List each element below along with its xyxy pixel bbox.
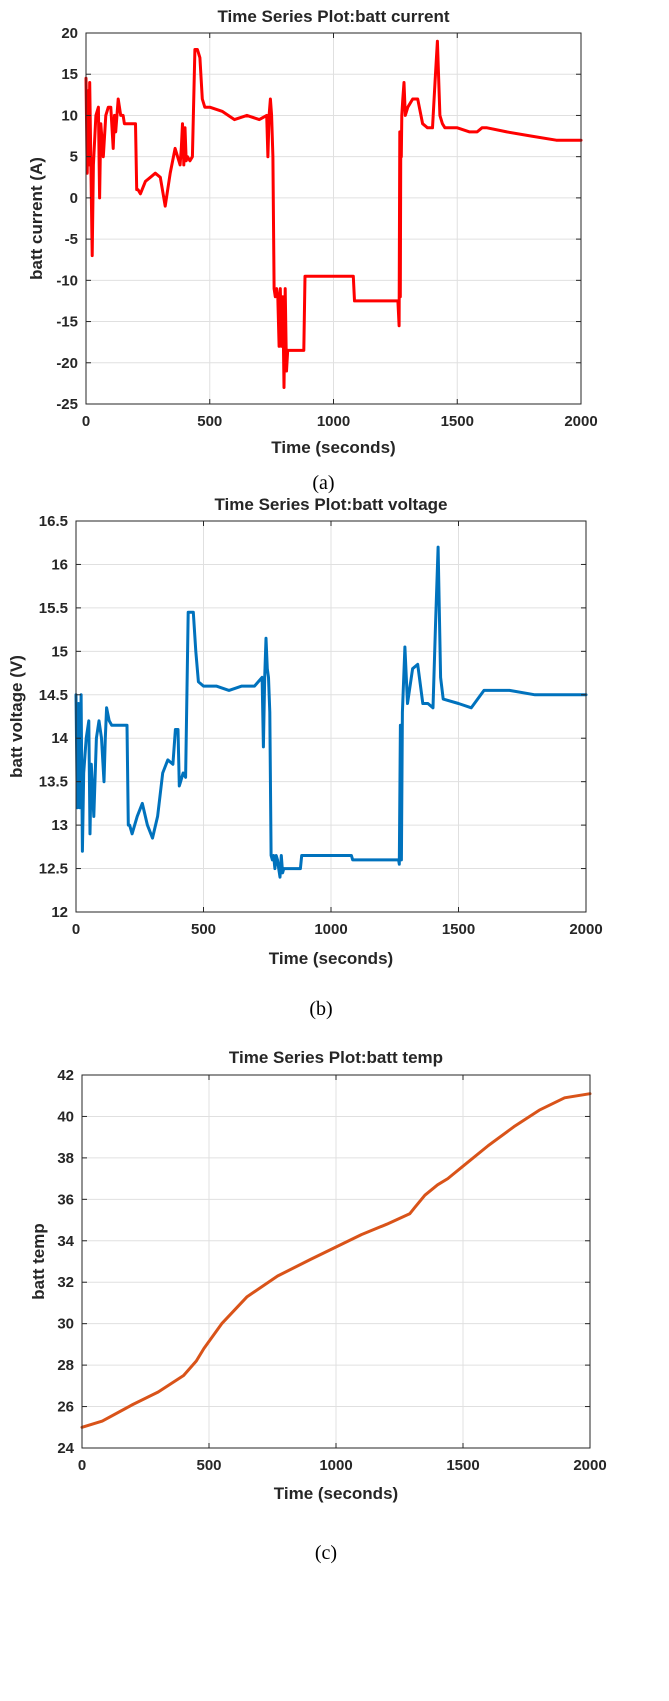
y-tick-label: 20 (61, 25, 78, 42)
y-axis-label: batt voltage (V) (7, 655, 26, 778)
voltage-chart-panel: 0 500 1000 1500 2000 12 12.5 13 13.5 14 14.5 15 15.5… (7, 495, 603, 1020)
x-tick-label: 2000 (569, 921, 602, 938)
x-tick-label: 0 (72, 921, 80, 938)
x-tick-label: 0 (78, 1457, 86, 1474)
x-tick-label: 500 (196, 1457, 221, 1474)
x-tick-label: 1000 (314, 921, 347, 938)
y-tick-label: -20 (56, 355, 78, 372)
y-tick-label: 40 (57, 1108, 74, 1125)
chart-title: Time Series Plot:batt current (217, 7, 449, 26)
y-tick-label: 30 (57, 1316, 74, 1333)
chart-title: Time Series Plot:batt voltage (214, 495, 447, 514)
panel-caption: (b) (309, 998, 332, 1020)
y-tick-label: 13.5 (39, 774, 68, 791)
y-tick-label: -15 (56, 314, 78, 331)
series-group (80, 1092, 592, 1429)
y-tick-label: 34 (57, 1233, 74, 1250)
chart-title: Time Series Plot:batt temp (229, 1048, 443, 1067)
x-tick-label: 1000 (317, 413, 350, 430)
x-tick-label: 1000 (319, 1457, 352, 1474)
ticks-group: 0 500 1000 1500 2000 -25 -20 -15 -10 -5 0 5 10 15 20 (56, 25, 597, 430)
y-tick-label: 15 (61, 66, 78, 83)
series-group (84, 39, 583, 389)
y-tick-label: 16.5 (39, 513, 68, 530)
x-tick-label: 2000 (573, 1457, 606, 1474)
x-axis-label: Time (seconds) (269, 949, 393, 968)
y-tick-label: -25 (56, 396, 78, 413)
x-tick-label: 1500 (442, 921, 475, 938)
series-line (80, 1092, 592, 1429)
y-tick-label: 42 (57, 1067, 74, 1084)
x-axis-label: Time (seconds) (274, 1484, 398, 1503)
y-tick-label: 36 (57, 1191, 74, 1208)
grid-lines (86, 33, 581, 404)
y-tick-label: 16 (51, 556, 68, 573)
x-tick-label: 1500 (441, 413, 474, 430)
x-tick-label: 1500 (446, 1457, 479, 1474)
x-tick-label: 500 (191, 921, 216, 938)
y-tick-label: 15.5 (39, 600, 68, 617)
ticks-group: 0 500 1000 1500 2000 24 26 28 30 32 34 36 38 40 42 (57, 1067, 606, 1474)
temp-chart-panel: 0 500 1000 1500 2000 24 26 28 30 32 34 36 38 40 42 Tim… (29, 1048, 607, 1564)
y-axis-label: batt temp (29, 1223, 48, 1300)
x-axis-label: Time (seconds) (271, 438, 395, 457)
current-chart-panel: 0 500 1000 1500 2000 -25 -20 -15 -10 -5 0 5 10 15 20 T… (27, 7, 598, 494)
y-tick-label: 15 (51, 643, 68, 660)
y-tick-label: 10 (61, 107, 78, 124)
ticks-group: 0 500 1000 1500 2000 12 12.5 13 13.5 14 14.5 15 15.5… (39, 513, 603, 938)
x-tick-label: 0 (82, 413, 90, 430)
y-tick-label: 14.5 (39, 687, 68, 704)
y-tick-label: 24 (57, 1440, 74, 1457)
y-tick-label: 0 (70, 190, 78, 207)
y-tick-label: 26 (57, 1399, 74, 1416)
y-tick-label: 12 (51, 904, 68, 921)
grid-lines (82, 1075, 590, 1448)
panel-caption: (c) (315, 1542, 337, 1564)
x-tick-label: 2000 (564, 413, 597, 430)
y-tick-label: 5 (70, 149, 78, 166)
y-tick-label: -5 (65, 231, 78, 248)
y-tick-label: 28 (57, 1357, 74, 1374)
panel-caption: (a) (312, 472, 334, 494)
y-tick-label: 13 (51, 817, 68, 834)
y-axis-label: batt current (A) (27, 157, 46, 280)
y-tick-label: -10 (56, 272, 78, 289)
series-group (74, 545, 588, 879)
y-tick-label: 14 (51, 730, 68, 747)
y-tick-label: 32 (57, 1274, 74, 1291)
x-tick-label: 500 (197, 413, 222, 430)
series-line (74, 545, 588, 879)
series-line (84, 39, 583, 389)
y-tick-label: 12.5 (39, 861, 68, 878)
y-tick-label: 38 (57, 1150, 74, 1167)
grid-lines (76, 521, 586, 912)
